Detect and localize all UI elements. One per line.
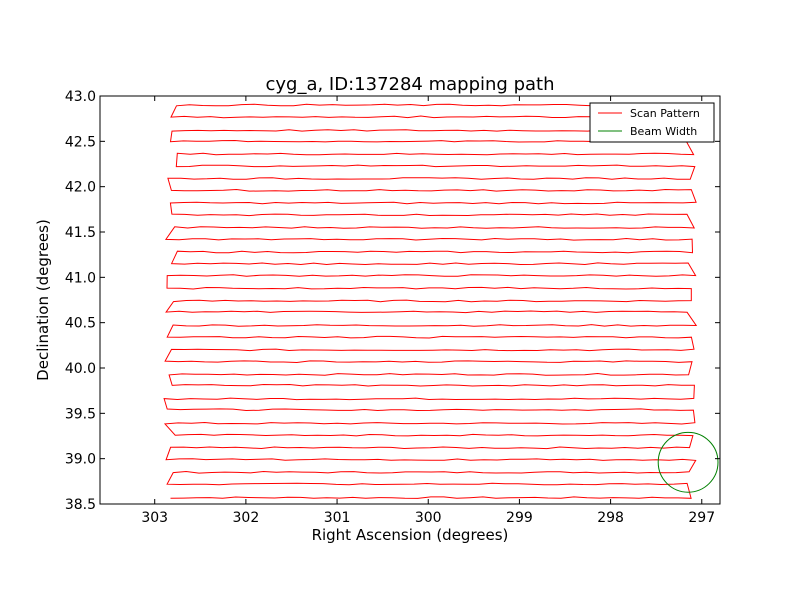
y-tick-label: 43.0	[65, 89, 96, 105]
scan-pattern-line	[163, 103, 698, 499]
x-tick-label: 299	[506, 510, 533, 526]
scan-pattern-series	[163, 103, 698, 499]
plot-frame	[99, 95, 721, 505]
y-tick-label: 38.5	[65, 497, 96, 513]
x-tick-label: 303	[141, 510, 168, 526]
y-tick-label: 39.5	[65, 406, 96, 422]
x-tick-label: 301	[324, 510, 351, 526]
y-axis-ticks: 38.5 39.0 39.5 40.0 40.5 41.0 41.5 42.0 42.5 43.0	[65, 89, 720, 513]
x-tick-label: 298	[597, 510, 624, 526]
x-axis-ticks: 303 302 301 300 299 298 297	[141, 96, 715, 526]
chart-title: cyg_a, ID:137284 mapping path	[265, 74, 554, 95]
legend-beam-label: Beam Width	[630, 125, 697, 138]
plot-area: 303 302 301 300 299 298 297 38.5 39.0 39.5 40.0 40…	[65, 89, 721, 526]
y-tick-label: 40.0	[65, 361, 96, 377]
x-tick-label: 297	[688, 510, 715, 526]
legend-scan-label: Scan Pattern	[630, 107, 700, 120]
y-tick-label: 40.5	[65, 316, 96, 332]
y-tick-label: 41.0	[65, 270, 96, 286]
legend-box	[589, 102, 715, 143]
legend: Scan Pattern Beam Width	[589, 102, 715, 143]
beam-width-circle	[657, 431, 719, 493]
y-tick-label: 42.5	[65, 134, 96, 150]
x-tick-label: 300	[415, 510, 442, 526]
y-axis-label: Declination (degrees)	[34, 219, 52, 381]
x-tick-label: 302	[233, 510, 260, 526]
y-tick-label: 41.5	[65, 225, 96, 241]
y-tick-label: 42.0	[65, 180, 96, 196]
x-axis-label: Right Ascension (degrees)	[312, 526, 509, 544]
y-tick-label: 39.0	[65, 452, 96, 468]
